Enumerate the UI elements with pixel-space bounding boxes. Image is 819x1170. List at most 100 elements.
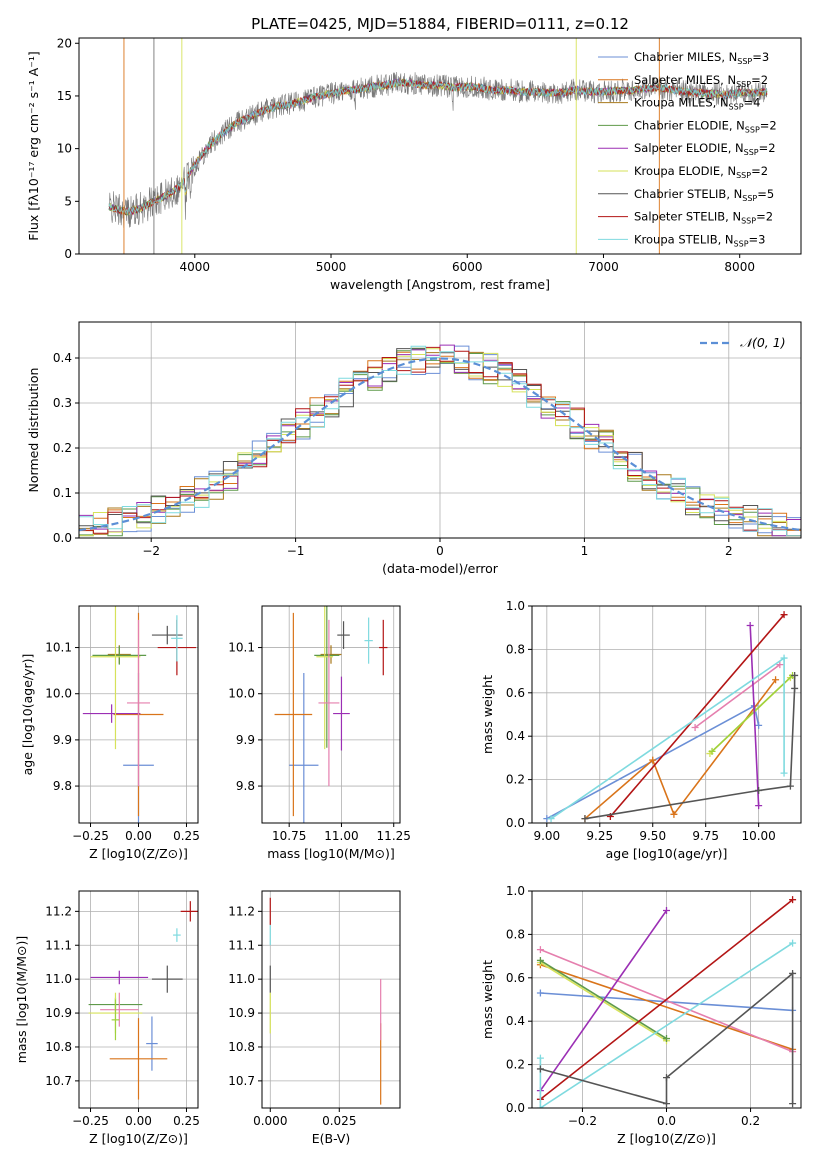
y-tick-label: 0.4 xyxy=(506,1014,525,1028)
y-tick-label: 10.9 xyxy=(228,1006,255,1020)
x-tick-label: 9.50 xyxy=(639,829,666,843)
legend-label: Chabrier STELIB, NSSP=5 xyxy=(634,187,774,203)
weight-marker xyxy=(536,946,544,954)
legend-label: Salpeter ELODIE, NSSP=2 xyxy=(634,141,776,157)
axes-frame xyxy=(261,605,401,824)
weight-marker xyxy=(780,769,788,777)
plot-area xyxy=(269,897,382,1105)
axes-weight-vs-Z: −0.2 0.0 0.2 0.0 0.2 0.4 0.6 0.8 1.0 Z [log10(Z/Z… xyxy=(480,884,802,1146)
y-tick-label: 0 xyxy=(64,247,72,261)
x-axis-label: Z [log10(Z/Z⊙)] xyxy=(89,846,188,861)
x-axis-label: E(B-V) xyxy=(312,1131,351,1146)
weight-marker xyxy=(772,676,780,684)
weight-marker xyxy=(536,1104,544,1108)
weight-line xyxy=(694,663,781,729)
weight-marker xyxy=(791,671,799,679)
weight-marker xyxy=(536,1054,544,1062)
weight-marker xyxy=(786,782,794,790)
y-tick-label: 0.6 xyxy=(506,686,525,700)
legend-label: Chabrier MILES, NSSP=3 xyxy=(634,50,769,66)
x-tick-label: 2 xyxy=(725,544,733,558)
weight-marker xyxy=(789,896,797,904)
weight-marker xyxy=(536,956,544,964)
spectrum-legend: Chabrier MILES, NSSP=3 Salpeter MILES, NS… xyxy=(598,50,777,248)
y-tick-label: 9.9 xyxy=(236,733,255,747)
y-tick-label: 11.2 xyxy=(228,904,255,918)
normal-reference-curve xyxy=(79,357,801,532)
x-tick-label: 1 xyxy=(581,544,589,558)
weight-marker xyxy=(536,1065,544,1073)
histogram-step xyxy=(79,348,801,538)
y-tick-label: 10.0 xyxy=(228,687,255,701)
x-axis-label: wavelength [Angstrom, rest frame] xyxy=(330,277,550,292)
weight-marker xyxy=(789,1100,797,1108)
axes-spectrum: 4000 5000 6000 7000 8000 0 5 10 15 20 wavelength [… xyxy=(26,36,802,292)
y-tick-label: 0.8 xyxy=(506,642,525,656)
x-tick-label: 5000 xyxy=(316,260,347,274)
y-tick-label: 10 xyxy=(57,142,72,156)
x-axis-label: (data-model)/error xyxy=(382,561,499,576)
weight-line xyxy=(540,948,793,1053)
weight-line xyxy=(550,656,785,820)
weight-marker xyxy=(663,1100,670,1108)
axes-frame xyxy=(531,605,802,824)
weight-line xyxy=(609,614,785,818)
weight-marker xyxy=(755,721,763,729)
y-tick-label: 10.8 xyxy=(45,1040,72,1054)
weight-marker xyxy=(746,622,754,630)
y-tick-label: 0.8 xyxy=(506,927,525,941)
y-axis-label: mass weight xyxy=(480,960,495,1039)
y-tick-label: 0.0 xyxy=(506,1101,525,1115)
x-tick-label: 8000 xyxy=(724,260,755,274)
y-tick-label: 1.0 xyxy=(506,599,525,613)
histogram-step xyxy=(79,346,801,538)
y-tick-label: 0.2 xyxy=(506,1058,525,1072)
x-tick-label: 7000 xyxy=(588,260,619,274)
y-tick-label: 11.0 xyxy=(45,972,72,986)
y-tick-label: 10.7 xyxy=(45,1074,72,1088)
weight-marker xyxy=(708,747,716,755)
x-tick-label: −1 xyxy=(287,544,305,558)
legend-label: Kroupa ELODIE, NSSP=2 xyxy=(634,164,768,180)
weight-marker xyxy=(791,684,799,692)
y-tick-label: 10.0 xyxy=(45,687,72,701)
y-tick-label: 10.8 xyxy=(228,1040,255,1054)
y-tick-label: 5 xyxy=(64,194,72,208)
axes-age-vs-mass: 10.75 11.00 11.25 9.8 9.9 10.0 10.1 mass [log10… xyxy=(228,605,411,861)
y-tick-label: 20 xyxy=(57,36,72,50)
x-tick-label: 9.25 xyxy=(586,829,613,843)
weight-marker xyxy=(789,939,797,947)
y-tick-label: 15 xyxy=(57,89,72,103)
axes-weight-vs-age: 9.00 9.25 9.50 9.75 10.00 0.0 0.2 0.4 0.6 0.8 1.0 a… xyxy=(480,599,802,861)
axes-residual-histogram: −2 −1 0 1 2 0.0 0.1 0.2 0.3 0.4 (data-model)/error… xyxy=(26,321,802,576)
y-axis-label: mass [log10(M/M⊙)] xyxy=(14,936,29,1064)
axes-mass-vs-EBV: 0.000 0.025 10.7 10.8 10.9 11.0 11.1 11.2 E(B-V) xyxy=(228,890,401,1146)
y-tick-label: 10.7 xyxy=(228,1074,255,1088)
y-axis-label: age [log10(age/yr)] xyxy=(20,654,35,776)
x-tick-label: 10.75 xyxy=(272,829,306,843)
plot-area xyxy=(274,606,388,823)
y-tick-label: 0.2 xyxy=(506,773,525,787)
legend-label: 𝒩(0, 1) xyxy=(740,335,786,350)
weight-line xyxy=(539,899,794,1100)
x-tick-label: −0.25 xyxy=(72,1114,109,1128)
y-tick-label: 11.1 xyxy=(228,938,255,952)
x-tick-label: 0.2 xyxy=(741,1114,760,1128)
x-tick-label: 6000 xyxy=(452,260,483,274)
y-tick-label: 0.0 xyxy=(506,816,525,830)
x-tick-label: −2 xyxy=(142,544,160,558)
weight-marker xyxy=(670,810,678,818)
x-tick-label: 0.25 xyxy=(173,829,200,843)
x-tick-label: 0.00 xyxy=(125,1114,152,1128)
x-tick-label: −0.25 xyxy=(72,829,109,843)
x-axis-label: Z [log10(Z/Z⊙)] xyxy=(89,1131,188,1146)
y-tick-label: 10.9 xyxy=(45,1006,72,1020)
weight-marker xyxy=(691,724,699,732)
axes-frame xyxy=(261,890,401,1109)
weight-marker xyxy=(547,815,555,823)
weight-marker xyxy=(581,815,589,823)
x-axis-label: Z [log10(Z/Z⊙)] xyxy=(617,1131,716,1146)
y-tick-label: 0.1 xyxy=(53,486,72,500)
x-tick-label: 0.000 xyxy=(253,1114,287,1128)
